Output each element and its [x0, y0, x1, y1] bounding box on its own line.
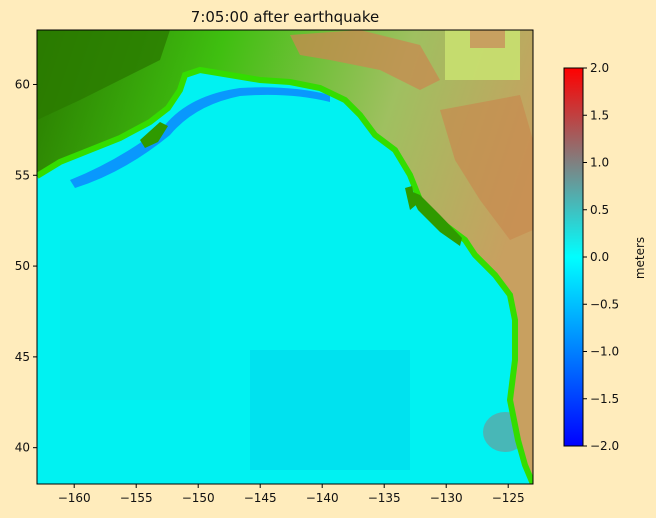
axes-frame: [36, 29, 534, 485]
colorbar-tick-label: −1.5: [590, 392, 619, 406]
colorbar-tick-label: 0.5: [590, 203, 609, 217]
ocean-patch: [60, 240, 210, 400]
colorbar-tick-label: 1.5: [590, 108, 609, 122]
land-highlands: [290, 30, 440, 90]
chart-title: 7:05:00 after earthquake: [191, 8, 379, 26]
colorbar: [563, 67, 584, 447]
land-plateau-2: [470, 30, 505, 48]
map-plot-area: [37, 30, 533, 484]
y-tick-label: 55: [15, 168, 30, 182]
x-tick-label: −145: [244, 491, 277, 505]
kodiak-island: [140, 122, 168, 148]
land-mainland: [37, 30, 533, 484]
colorbar-tick-label: 2.0: [590, 61, 609, 75]
colorbar-label: meters: [633, 237, 647, 279]
x-tick-label: −160: [58, 491, 91, 505]
x-axis-ticks: −160 −155 −150 −145 −140 −135 −130 −125: [58, 484, 525, 505]
land-forest: [37, 30, 170, 120]
colorbar-tick-label: −1.0: [590, 345, 619, 359]
x-tick-label: −135: [368, 491, 401, 505]
y-tick-label: 60: [15, 77, 30, 91]
x-tick-label: −130: [430, 491, 463, 505]
vancouver-island: [408, 190, 462, 246]
land-highlands-2: [440, 95, 533, 240]
y-tick-label: 40: [15, 441, 30, 455]
y-tick-label: 50: [15, 259, 30, 273]
negative-wave-alaska: [70, 87, 330, 188]
colorbar-ticks: −2.0 −1.5 −1.0 −0.5 0.0 0.5 1.0 1.5 2.0: [583, 61, 619, 453]
colorbar-tick-label: 0.0: [590, 250, 609, 264]
x-tick-label: −155: [120, 491, 153, 505]
colorbar-tick-label: −2.0: [590, 439, 619, 453]
y-axis-ticks: 40 45 50 55 60: [15, 77, 37, 455]
y-tick-label: 45: [15, 350, 30, 364]
x-tick-label: −140: [306, 491, 339, 505]
x-tick-label: −150: [182, 491, 215, 505]
colorbar-tick-label: 1.0: [590, 156, 609, 170]
haida-gwaii: [405, 186, 416, 210]
x-tick-label: −125: [492, 491, 525, 505]
coastal-lowland-strip: [37, 66, 533, 484]
ocean-trough: [250, 350, 410, 470]
colorbar-tick-label: −0.5: [590, 297, 619, 311]
